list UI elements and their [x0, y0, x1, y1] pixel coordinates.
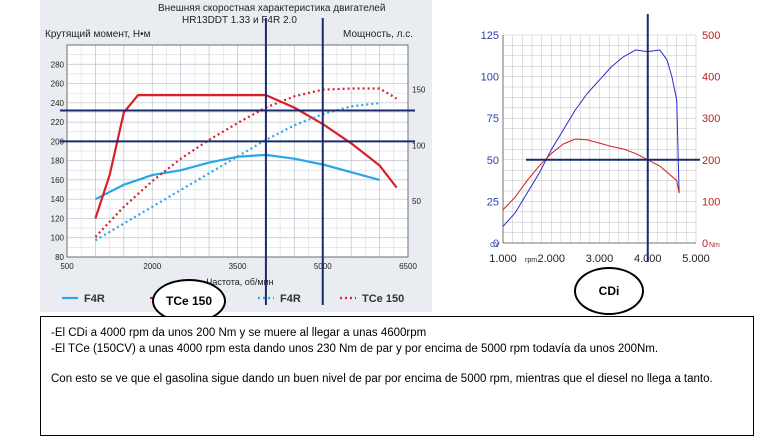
y-tick-label: 160 — [51, 176, 65, 185]
explanation-line-3: Con esto se ve que el gasolina sigue dan… — [51, 373, 713, 385]
y2-unit-label: Nm — [709, 242, 720, 249]
y2-tick-label: 200 — [702, 155, 720, 167]
chart-title: Внешняя скоростная характеристика двигат… — [158, 3, 385, 14]
legend-label: F4R — [84, 293, 105, 305]
legend-label: TCe 150 — [362, 293, 404, 305]
right-highlight-oval: CDi — [574, 267, 644, 315]
y-tick-label: 100 — [51, 234, 65, 243]
y-tick-label: 280 — [51, 60, 65, 69]
x-tick-label: 3.000 — [586, 253, 614, 265]
series-line-1 — [502, 49, 680, 227]
series-line-3 — [94, 101, 380, 242]
y-tick-label: 80 — [55, 253, 64, 262]
y2-tick-label: 400 — [702, 72, 720, 84]
x-tick-label: 3500 — [229, 262, 247, 271]
y-tick-label: 50 — [487, 155, 499, 167]
y-tick-label: 120 — [51, 214, 65, 223]
y2-tick-label: 50 — [412, 197, 421, 206]
plot-border — [66, 44, 409, 258]
x-tick-label: 6500 — [399, 262, 417, 271]
y2-tick-label: 150 — [412, 86, 426, 95]
x-unit-label: rpm — [525, 257, 537, 264]
y-tick-label: 200 — [51, 137, 65, 146]
y2-tick-label: 500 — [702, 30, 720, 42]
series-line-2 — [502, 138, 680, 211]
left-oval-label: TCe 150 — [165, 294, 213, 308]
y-tick-label: 100 — [481, 72, 499, 84]
y-tick-label: 240 — [51, 99, 65, 108]
legend-label: F4R — [280, 293, 301, 305]
y-axis-label: Крутящий момент, Н•м — [45, 29, 151, 40]
x-tick-label: 5.000 — [682, 253, 710, 265]
y-tick-label: 125 — [481, 30, 499, 42]
y2-tick-label: 0 — [702, 238, 708, 250]
y-tick-label: 140 — [51, 195, 65, 204]
x-tick-label: 2000 — [143, 262, 161, 271]
y2-tick-label: 100 — [412, 141, 426, 150]
y-tick-label: 75 — [487, 113, 499, 125]
x-tick-label: 2.000 — [537, 253, 565, 265]
left-chart: Внешняя скоростная характеристика двигат… — [45, 3, 426, 305]
y-tick-label: 180 — [51, 157, 65, 166]
right-oval-label: CDi — [598, 284, 620, 298]
x-axis-label: Частота, об/мин — [206, 277, 273, 287]
y-tick-label: 260 — [51, 80, 65, 89]
y2-tick-label: 300 — [702, 113, 720, 125]
x-tick-label: 500 — [60, 262, 74, 271]
chart-subtitle: HR13DDT 1.33 и F4R 2.0 — [182, 15, 297, 26]
x-tick-label: 1.000 — [489, 253, 517, 265]
y2-tick-label: 100 — [702, 196, 720, 208]
y-unit-label: CV — [490, 242, 500, 249]
explanation-line-1: -El CDi a 4000 rpm da unos 200 Nm y se m… — [51, 327, 427, 339]
series-line-1 — [94, 153, 380, 201]
y2-axis-label: Мощность, л.с. — [343, 29, 413, 40]
y-tick-label: 0 — [493, 238, 499, 250]
explanation-line-2: -El TCe (150CV) a unas 4000 rpm esta dan… — [51, 343, 659, 355]
y-tick-label: 25 — [487, 196, 499, 208]
explanation-box: -El CDi a 4000 rpm da unos 200 Nm y se m… — [40, 316, 754, 436]
y-tick-label: 220 — [51, 118, 65, 127]
